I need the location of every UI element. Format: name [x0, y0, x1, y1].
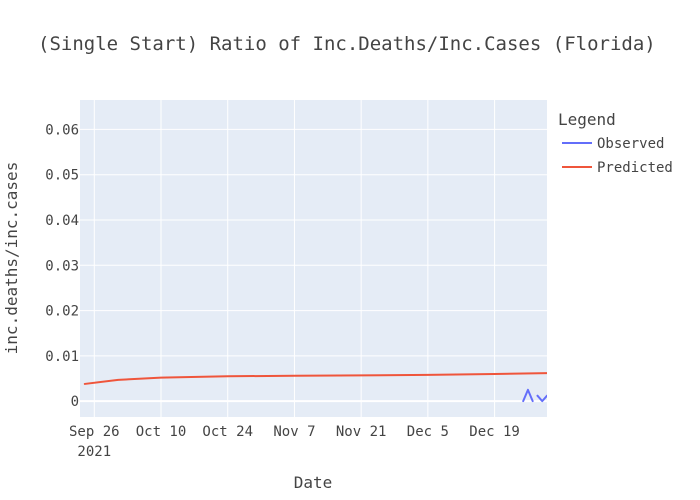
x-tick-label: Dec 19 [469, 424, 520, 440]
y-tick-label: 0.01 [45, 349, 79, 365]
x-tick-label: Oct 10 [136, 424, 187, 440]
y-tick-label: 0 [71, 394, 79, 410]
legend-label: Predicted [597, 160, 673, 176]
x-axis-title: Date [294, 473, 333, 492]
y-tick-label: 0.02 [45, 304, 79, 320]
x-tick-label: Oct 24 [202, 424, 253, 440]
x-tick-labels: Sep 26 2021 Oct 10 Oct 24 Nov 7 Nov 21 Dec 5 De… [69, 424, 520, 460]
plot-area [80, 100, 547, 417]
y-tick-label: 0.03 [45, 258, 79, 274]
x-tick-label: Sep 26 [69, 424, 120, 440]
legend-items: Observed Predicted [562, 136, 673, 176]
legend-item-predicted[interactable]: Predicted [562, 160, 673, 176]
y-tick-label: 0.06 [45, 122, 79, 138]
y-axis-title: inc.deaths/inc.cases [2, 162, 21, 355]
x-gridlines [93, 100, 496, 417]
observed-series-line [536, 394, 547, 403]
observed-series-line [522, 388, 534, 403]
legend-item-observed[interactable]: Observed [562, 136, 664, 152]
y-tick-labels: 0 0.01 0.02 0.03 0.04 0.05 0.06 [45, 122, 79, 410]
x-tick-label: Nov 7 [273, 424, 315, 440]
legend-label: Observed [597, 136, 664, 152]
legend-title: Legend [558, 110, 616, 129]
y-tick-label: 0.05 [45, 168, 79, 184]
series-clip [83, 372, 547, 403]
predicted-series-line [83, 372, 547, 385]
x-tick-label: Nov 21 [336, 424, 387, 440]
x-tick-sublabel: 2021 [77, 444, 111, 460]
x-tick-label: Dec 5 [407, 424, 449, 440]
y-gridlines [80, 128, 547, 403]
legend: Legend Observed Predicted [558, 110, 673, 176]
series-layer [83, 372, 547, 403]
chart-title: (Single Start) Ratio of Inc.Deaths/Inc.C… [38, 33, 656, 55]
y-tick-label: 0.04 [45, 213, 79, 229]
